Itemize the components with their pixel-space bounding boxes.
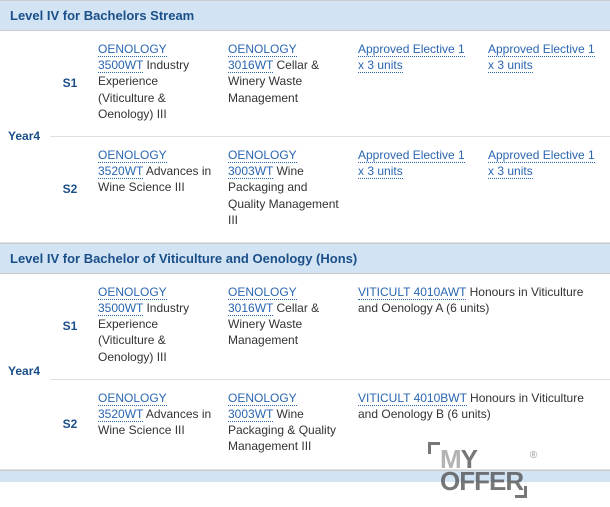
course-cell: Approved Elective 1 x 3 units bbox=[350, 31, 480, 136]
course-link[interactable]: Approved Elective 1 x 3 units bbox=[358, 42, 465, 73]
semester-label: S2 bbox=[50, 379, 90, 469]
course-cell: OENOLOGY 3003WT Wine Packaging & Quality… bbox=[220, 379, 350, 469]
course-cell: OENOLOGY 3016WT Cellar & Winery Waste Ma… bbox=[220, 31, 350, 136]
section-header: Level IV for Bachelor of Viticulture and… bbox=[0, 243, 610, 274]
table-row: Year4S1OENOLOGY 3500WT Industry Experien… bbox=[0, 31, 610, 136]
course-cell: VITICULT 4010AWT Honours in Viticulture … bbox=[350, 274, 610, 379]
course-cell: OENOLOGY 3520WT Advances in Wine Science… bbox=[90, 136, 220, 242]
table-row: S2OENOLOGY 3520WT Advances in Wine Scien… bbox=[0, 379, 610, 469]
course-link[interactable]: VITICULT 4010AWT bbox=[358, 285, 466, 300]
course-link[interactable]: Approved Elective 1 x 3 units bbox=[488, 42, 595, 73]
course-cell: VITICULT 4010BWT Honours in Viticulture … bbox=[350, 379, 610, 469]
course-link[interactable]: Approved Elective 1 x 3 units bbox=[358, 148, 465, 179]
program-table: Year4S1OENOLOGY 3500WT Industry Experien… bbox=[0, 31, 610, 243]
course-cell: Approved Elective 1 x 3 units bbox=[350, 136, 480, 242]
section-header: Level IV for Bachelors Stream bbox=[0, 0, 610, 31]
course-cell: OENOLOGY 3520WT Advances in Wine Science… bbox=[90, 379, 220, 469]
bottom-bar bbox=[0, 470, 610, 482]
semester-label: S1 bbox=[50, 31, 90, 136]
course-cell: Approved Elective 1 x 3 units bbox=[480, 136, 610, 242]
year-label: Year4 bbox=[0, 274, 50, 469]
semester-label: S1 bbox=[50, 274, 90, 379]
course-cell: OENOLOGY 3016WT Cellar & Winery Waste Ma… bbox=[220, 274, 350, 379]
course-link[interactable]: Approved Elective 1 x 3 units bbox=[488, 148, 595, 179]
program-table: Year4S1OENOLOGY 3500WT Industry Experien… bbox=[0, 274, 610, 470]
table-row: S2OENOLOGY 3520WT Advances in Wine Scien… bbox=[0, 136, 610, 242]
course-link[interactable]: VITICULT 4010BWT bbox=[358, 391, 467, 406]
semester-label: S2 bbox=[50, 136, 90, 242]
table-row: Year4S1OENOLOGY 3500WT Industry Experien… bbox=[0, 274, 610, 379]
course-cell: OENOLOGY 3500WT Industry Experience (Vit… bbox=[90, 274, 220, 379]
year-label: Year4 bbox=[0, 31, 50, 242]
course-cell: OENOLOGY 3003WT Wine Packaging and Quali… bbox=[220, 136, 350, 242]
course-cell: OENOLOGY 3500WT Industry Experience (Vit… bbox=[90, 31, 220, 136]
course-cell: Approved Elective 1 x 3 units bbox=[480, 31, 610, 136]
